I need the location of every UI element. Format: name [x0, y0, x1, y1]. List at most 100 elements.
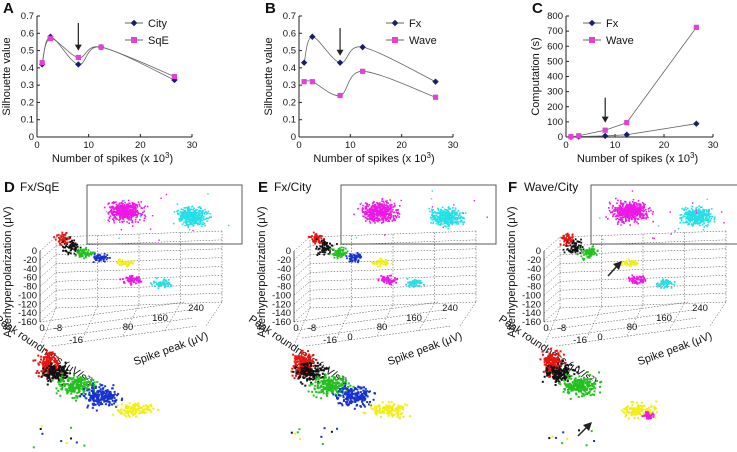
cluster-cyan-point [157, 287, 160, 290]
proj-green-point [322, 392, 325, 395]
inset-cluster-cyan [432, 221, 435, 223]
inset-cluster-magenta [618, 213, 620, 215]
proj-green-point [81, 387, 84, 390]
proj-green-point [83, 383, 86, 386]
cluster-cyan-point [156, 283, 159, 286]
proj-red-point [303, 360, 306, 363]
proj-yellow-point [127, 405, 130, 408]
proj-blue-point [350, 389, 353, 392]
inset-cluster-cyan [453, 214, 456, 217]
inset-cluster-cyan [453, 211, 456, 213]
inset-cluster-magenta [381, 218, 384, 220]
proj-blue-point [109, 390, 112, 393]
inset-cluster-magenta [628, 218, 630, 221]
cluster-cyan-point [158, 283, 161, 286]
cluster-cyan-point [164, 284, 167, 287]
proj-yellow-point [125, 415, 128, 418]
cluster-green-point [84, 256, 87, 259]
inset-cluster-magenta [379, 202, 381, 204]
cluster-green-point [336, 254, 339, 257]
proj-blue-point [361, 397, 364, 400]
proj-black-point [58, 372, 61, 375]
inset-cluster-magenta [140, 207, 142, 209]
inset-cluster-magenta [635, 202, 637, 204]
inset-cluster-cyan [201, 212, 203, 215]
inset-cluster-magenta [627, 204, 630, 206]
proj-blue-point [363, 404, 366, 407]
inset-cluster-magenta [382, 221, 385, 223]
inset-cluster-magenta [108, 202, 110, 204]
inset-cluster-magenta [637, 200, 640, 202]
proj-outlier [83, 444, 86, 447]
proj-blue-point [341, 390, 344, 393]
proj-green-point [323, 380, 326, 383]
inset-cluster-magenta [366, 204, 368, 207]
proj-blue-point [367, 403, 370, 406]
proj-blue-point [91, 406, 94, 409]
inset-cluster-magenta [127, 215, 130, 218]
cluster-green-point [83, 249, 86, 252]
cluster-yellow-point [390, 262, 393, 265]
proj-green-point [322, 381, 325, 384]
proj-blue-point [106, 396, 109, 399]
proj-blue-point [89, 394, 92, 397]
proj-yellow-point [408, 415, 411, 418]
proj-green-point [316, 382, 319, 385]
cluster-cyan-point [152, 281, 155, 284]
inset-cluster-magenta [628, 201, 631, 204]
inset-cluster-cyan [464, 212, 467, 214]
proj-yellow-point [381, 406, 384, 409]
cluster-blue-point [105, 258, 108, 261]
proj-red-point [37, 363, 40, 366]
inset-cluster-magenta [617, 209, 620, 212]
proj-red-point [46, 360, 49, 363]
cluster-red-point [314, 236, 316, 239]
proj-red-point [53, 359, 56, 362]
proj-red-point [309, 357, 312, 360]
proj-green-point [61, 386, 64, 389]
cluster-green-point [341, 250, 344, 253]
proj-black-point [64, 365, 67, 368]
inset-cluster-cyan [179, 214, 182, 217]
inset-cluster-magenta [132, 205, 135, 208]
cluster-yellow-point [117, 260, 120, 263]
proj-red-point [55, 359, 58, 362]
proj-blue-point [357, 398, 360, 401]
cluster-black-point [326, 245, 328, 248]
inset-cluster-magenta [385, 202, 388, 204]
cluster-yellow-point [125, 261, 128, 264]
proj-red-point [300, 355, 303, 358]
inset-cluster-magenta [381, 198, 384, 200]
inset-cluster-cyan [463, 217, 466, 220]
inset-cluster-magenta [379, 203, 382, 206]
proj-blue-point [349, 394, 352, 397]
proj-red-point [293, 357, 296, 360]
proj-yellow-point [399, 412, 402, 415]
proj-blue-point [91, 394, 94, 397]
proj-blue-point [88, 391, 91, 394]
proj-blue-point [106, 389, 109, 392]
inset-cluster-cyan [434, 219, 437, 222]
inset-cluster-magenta [373, 215, 376, 217]
cluster-red-point [64, 233, 67, 236]
cluster-green-point [88, 254, 90, 257]
inset-cluster-magenta [368, 209, 370, 211]
proj-yellow-point [379, 411, 382, 414]
inset-cluster-magenta [377, 209, 380, 212]
cluster-cyan-point [413, 284, 416, 286]
point-Fx [602, 132, 609, 140]
inset-cluster-magenta [366, 209, 369, 211]
inset-cluster-cyan [431, 213, 433, 216]
inset-cluster-magenta [103, 206, 106, 209]
inset-cluster-cyan [447, 224, 450, 226]
inset-cluster-magenta [619, 218, 622, 221]
cluster-red-point [61, 233, 64, 236]
proj-yellow-point [378, 404, 381, 407]
cluster-green-point [92, 251, 94, 254]
proj-green-point [57, 389, 60, 392]
proj-green-point [318, 391, 321, 394]
cluster-magenta-point [130, 280, 133, 282]
cluster-magenta-point [383, 278, 386, 281]
inset-cluster-magenta [385, 207, 388, 210]
legend-label-SqE: SqE [148, 35, 169, 47]
